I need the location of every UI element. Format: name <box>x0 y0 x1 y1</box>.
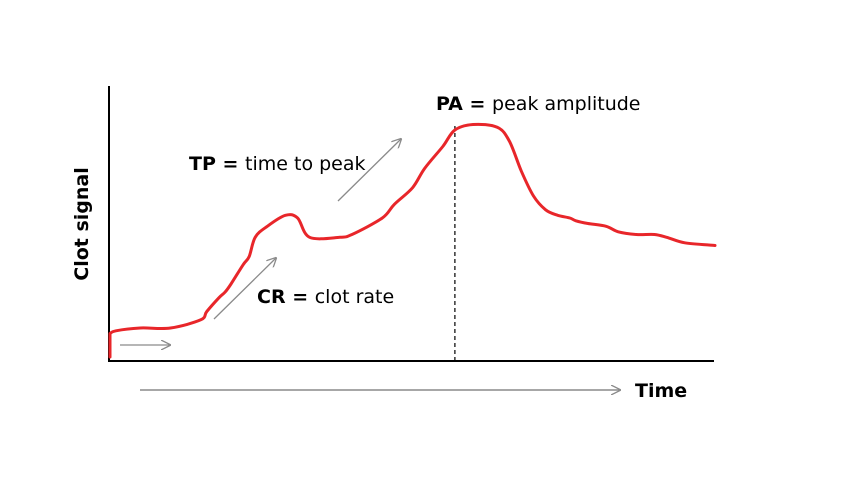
cr-equals: = <box>286 286 315 308</box>
cr-abbrev: CR <box>257 286 286 308</box>
tp-abbrev: TP <box>189 153 216 175</box>
peak-amplitude-label: PA = peak amplitude <box>436 93 641 115</box>
clot-rate-arrow <box>213 258 276 320</box>
pa-text: peak amplitude <box>492 93 640 115</box>
x-axis-title: Time <box>635 380 687 402</box>
time-to-peak-arrow <box>337 139 401 202</box>
tp-equals: = <box>216 153 245 175</box>
clot-signal-curve <box>108 122 717 359</box>
pa-equals: = <box>463 93 492 115</box>
y-axis-title: Clot signal <box>71 167 93 281</box>
cr-text: clot rate <box>315 286 394 308</box>
pa-abbrev: PA <box>436 93 463 115</box>
time-to-peak-label: TP = time to peak <box>189 153 366 175</box>
clot-rate-label: CR = clot rate <box>257 286 394 308</box>
tp-text: time to peak <box>245 153 365 175</box>
